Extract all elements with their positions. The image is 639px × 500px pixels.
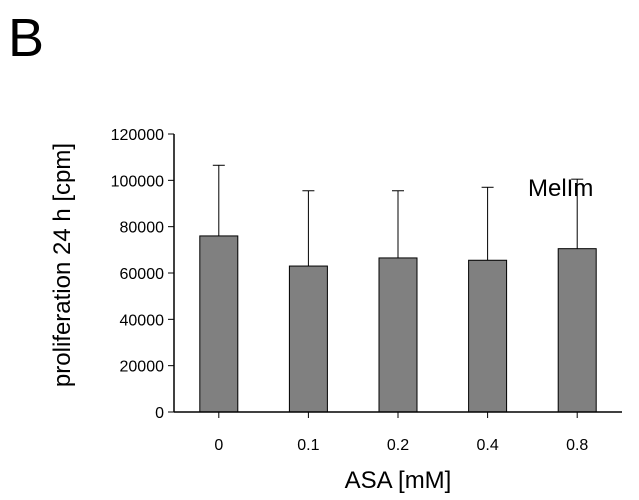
bar-4 <box>557 248 597 413</box>
bar-3 <box>468 259 508 413</box>
chart-annotation: MelIm <box>528 175 593 202</box>
x-tick-label-4: 0.8 <box>566 437 588 454</box>
x-tick-label-0: 0 <box>214 437 223 454</box>
bar-2 <box>378 257 418 413</box>
x-tick-label-1: 0.1 <box>297 437 319 454</box>
x-tick-label-2: 0.2 <box>387 437 409 454</box>
y-axis-title: proliferation 24 h [cpm] <box>49 143 76 387</box>
bars-group <box>199 235 597 413</box>
y-tick-label-1: 20000 <box>120 359 165 376</box>
panel-label: B <box>8 8 44 68</box>
bar-1 <box>288 265 328 413</box>
y-tick-label-0: 0 <box>155 405 164 422</box>
bar-0 <box>199 235 239 413</box>
x-axis-title: ASA [mM] <box>345 467 452 494</box>
y-tick-label-2: 40000 <box>120 312 165 329</box>
y-tick-label-4: 80000 <box>120 220 165 237</box>
y-tick-label-5: 100000 <box>111 173 164 190</box>
y-tick-label-6: 120000 <box>111 127 164 144</box>
error-bars-group <box>212 164 584 267</box>
y-ticks-group: 0 20000 40000 60000 80000 100000 120000 <box>111 127 174 422</box>
y-tick-label-3: 60000 <box>120 266 165 283</box>
x-ticks-group: 0 0.1 0.2 0.4 0.8 <box>214 412 588 454</box>
x-tick-label-3: 0.4 <box>476 437 498 454</box>
